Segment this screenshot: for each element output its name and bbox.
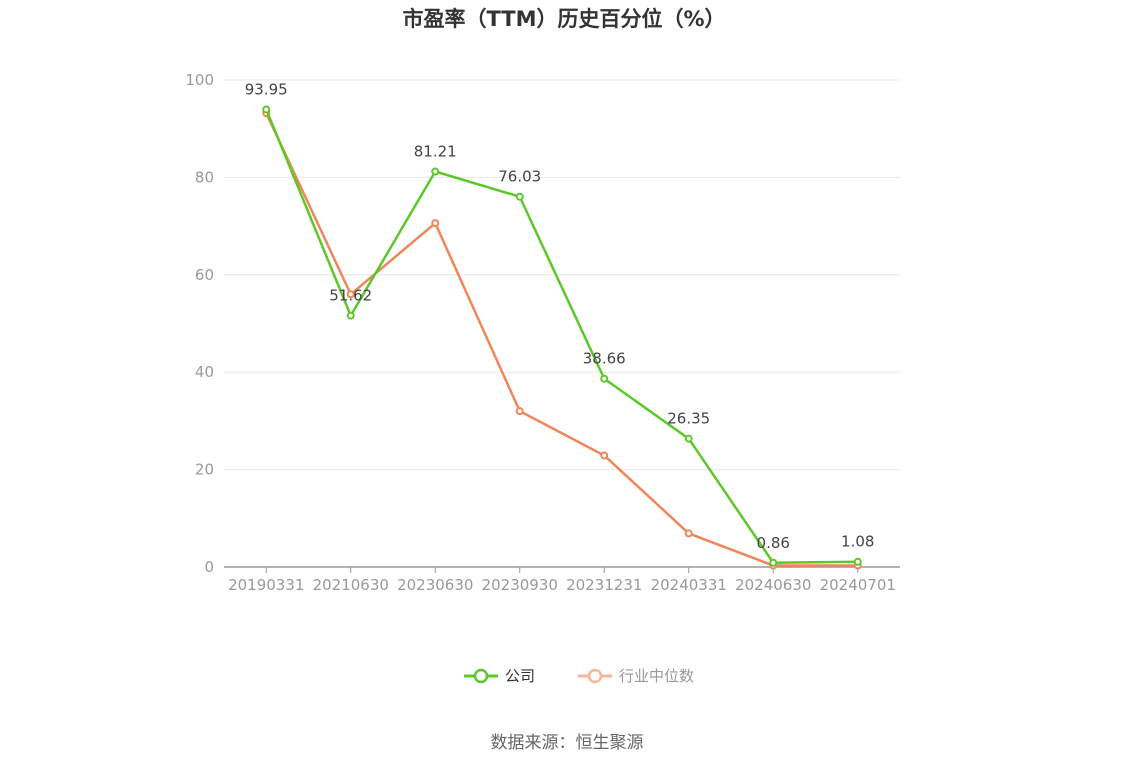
legend-item-company[interactable]: 公司 (464, 667, 535, 685)
industry-data-point[interactable] (600, 451, 609, 460)
data-label: 93.95 (245, 80, 288, 98)
data-label: 76.03 (498, 168, 541, 186)
x-tick-label: 20190331 (228, 576, 304, 594)
company-data-point[interactable] (431, 167, 440, 176)
legend-circle-marker (587, 668, 603, 684)
company-data-point[interactable] (853, 557, 862, 566)
data-label: 1.08 (841, 533, 874, 551)
y-tick-label: 20 (195, 461, 214, 479)
x-tick-label: 20240701 (820, 576, 896, 594)
industry-data-point[interactable] (431, 219, 440, 228)
data-labels: 93.95 51.62 81.21 76.03 38.66 26.35 0.86 1.08 (245, 80, 875, 551)
company-data-point[interactable] (346, 311, 355, 320)
grid (224, 79, 900, 471)
industry-data-point[interactable] (346, 290, 355, 299)
legend-circle-marker (473, 668, 489, 684)
data-label: 0.86 (757, 534, 790, 552)
y-tick-label: 40 (195, 363, 214, 381)
x-tick-label: 20231231 (566, 576, 642, 594)
legend-label: 公司 (505, 667, 535, 685)
legend-label: 行业中位数 (619, 667, 694, 685)
company-series-line (265, 108, 858, 565)
company-data-point[interactable] (262, 105, 271, 114)
company-data-point[interactable] (515, 192, 524, 201)
series-layer (262, 105, 862, 570)
y-tick-label: 80 (195, 168, 214, 186)
industry-data-point[interactable] (684, 529, 693, 538)
x-tick-label: 20230630 (397, 576, 473, 594)
company-data-point[interactable] (684, 434, 693, 443)
y-tick-label: 100 (185, 71, 214, 89)
legend[interactable]: 公司 行业中位数 (464, 667, 694, 685)
industry-data-point[interactable] (515, 407, 524, 416)
y-axis: 0 20 40 60 80 100 (185, 71, 214, 576)
company-data-point[interactable] (600, 374, 609, 383)
legend-item-industry[interactable]: 行业中位数 (578, 667, 694, 685)
x-axis-labels: 20190331 20210630 20230630 20230930 20231231… (228, 576, 896, 594)
x-tick-label: 20240331 (651, 576, 727, 594)
y-tick-label: 0 (204, 558, 214, 576)
company-data-point[interactable] (769, 558, 778, 567)
chart-title: 市盈率（TTM）历史百分位（%） (402, 7, 725, 31)
data-label: 81.21 (414, 143, 457, 161)
data-label: 51.62 (329, 287, 372, 305)
data-label: 26.35 (667, 410, 710, 428)
source-note: 数据来源：恒生聚源 (491, 733, 644, 753)
data-label: 38.66 (583, 350, 626, 368)
x-tick-label: 20210630 (313, 576, 389, 594)
x-axis (224, 566, 900, 573)
industry-series-line (265, 112, 858, 567)
x-tick-label: 20230930 (482, 576, 558, 594)
y-tick-label: 60 (195, 266, 214, 284)
x-tick-label: 20240630 (735, 576, 811, 594)
